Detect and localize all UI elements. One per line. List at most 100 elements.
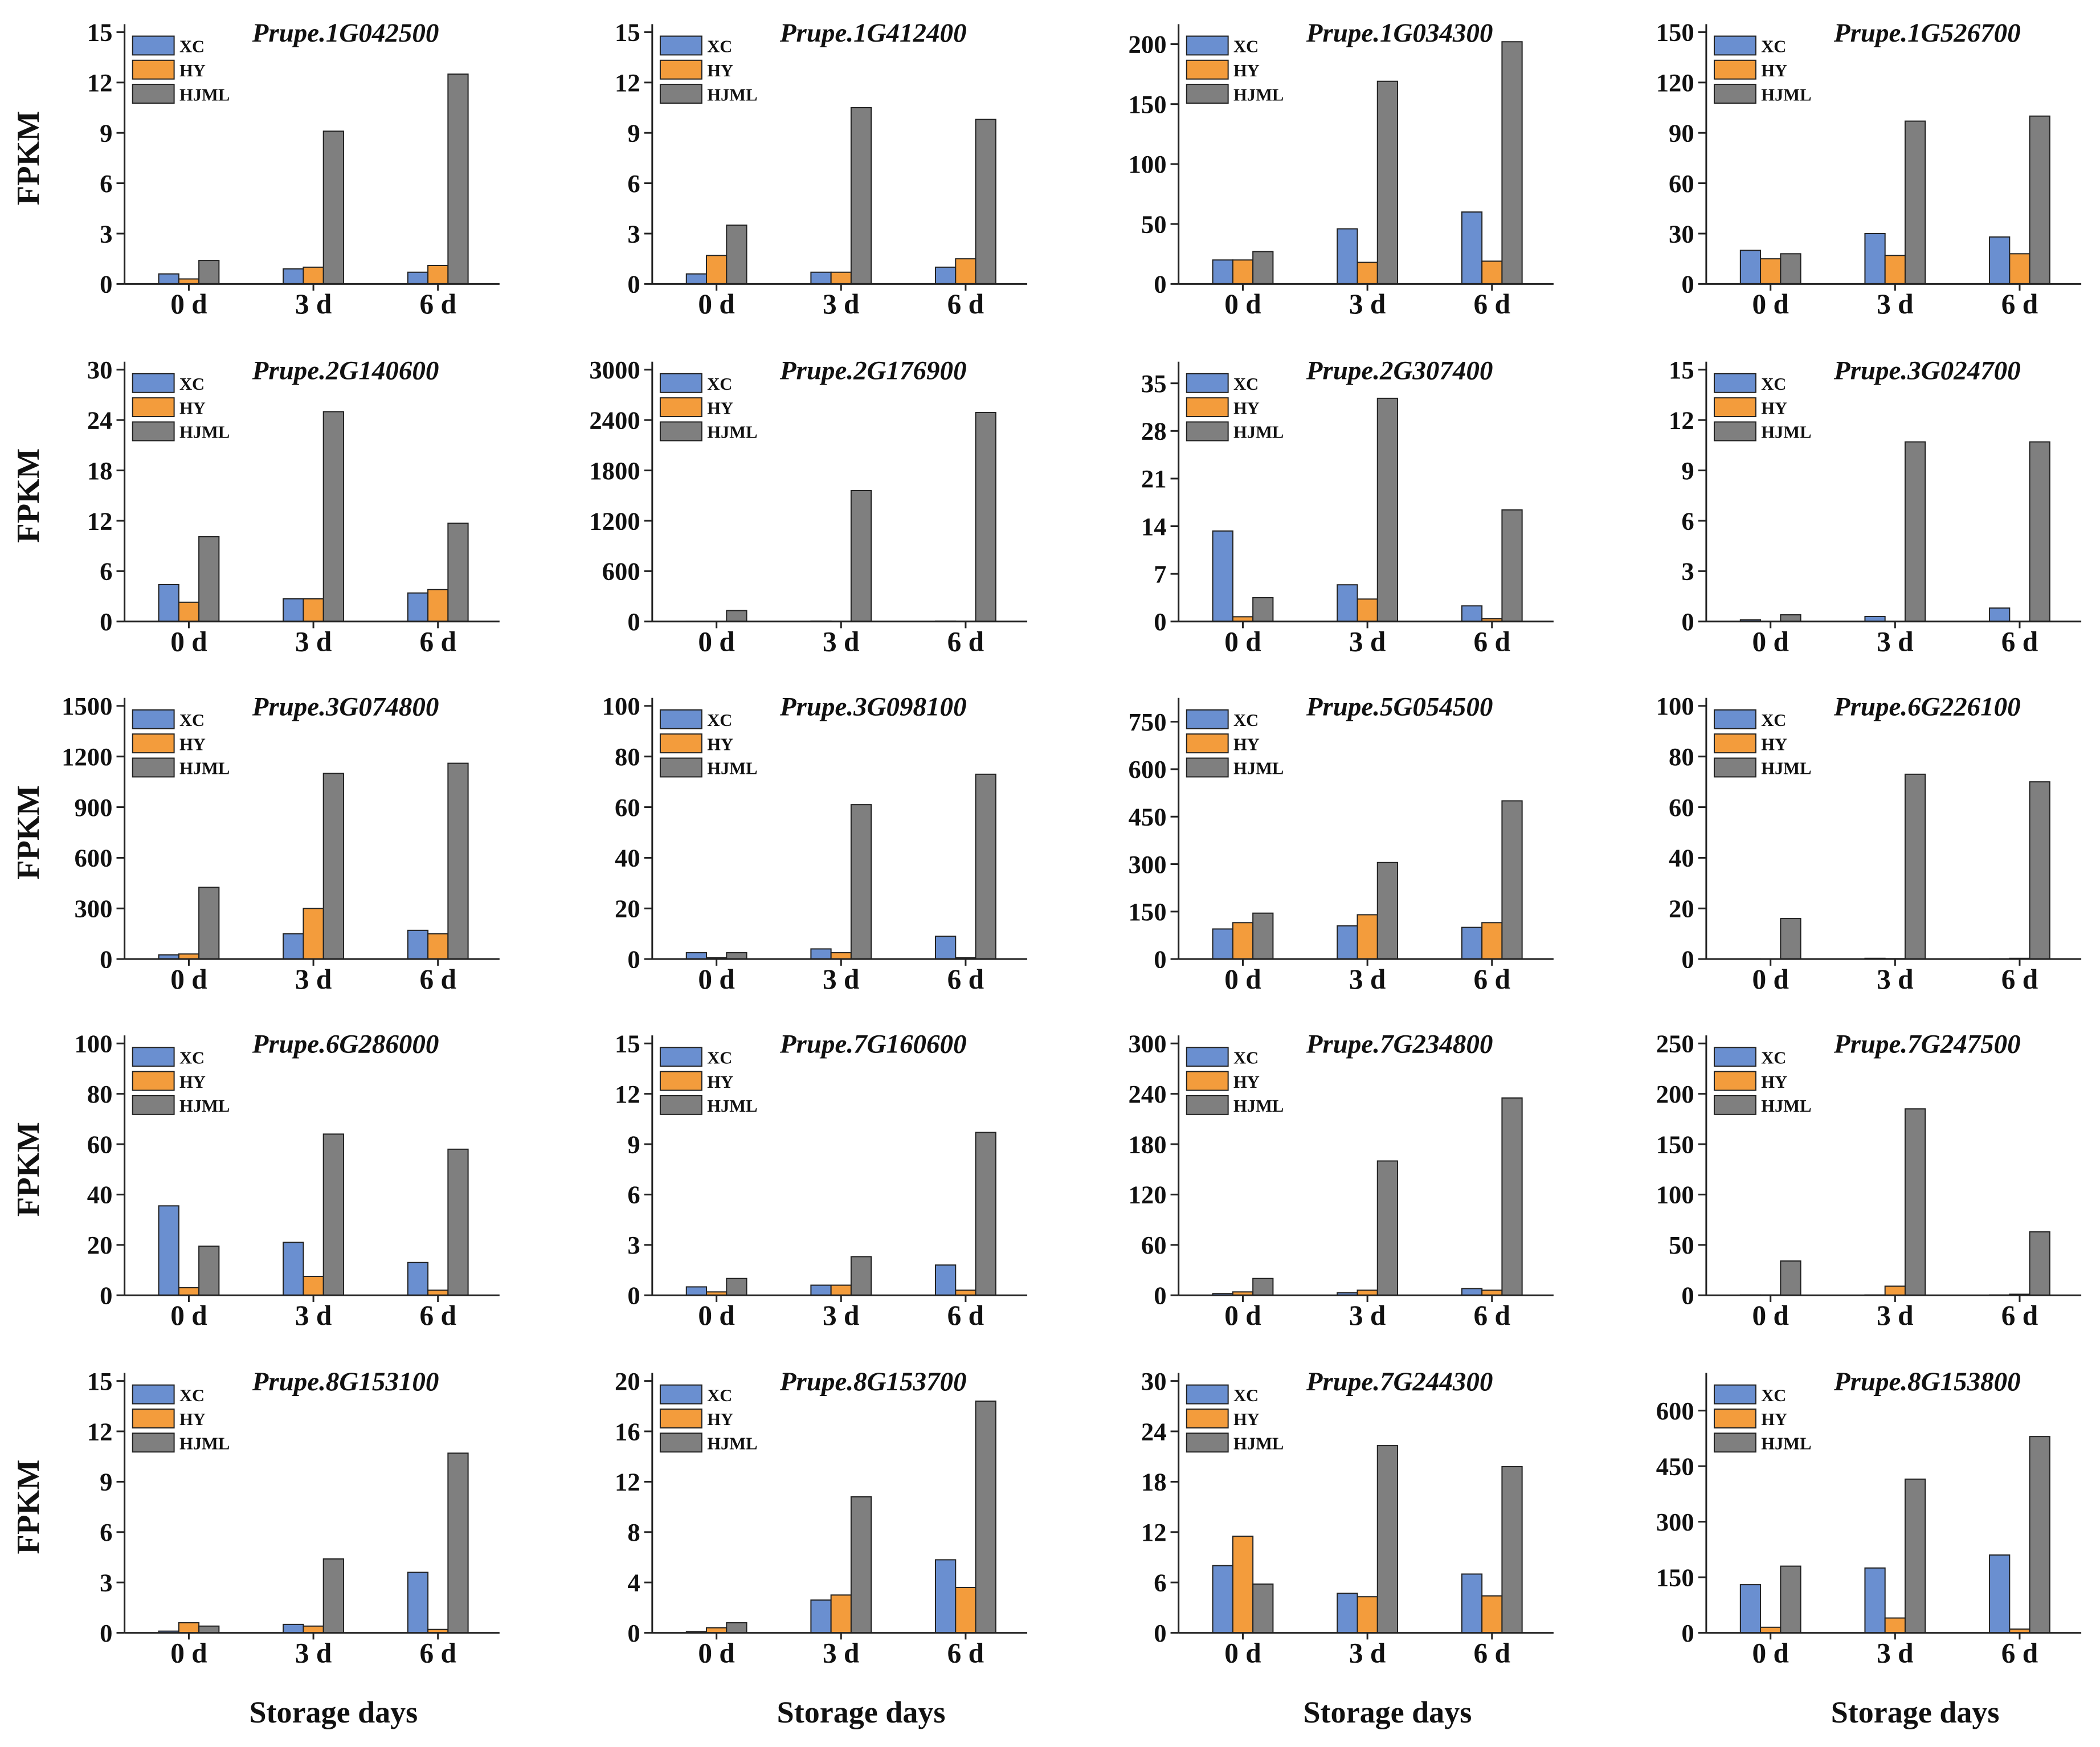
bar-xc xyxy=(1337,228,1358,285)
y-tick-label: 12 xyxy=(615,1080,640,1108)
x-tick-label: 6 d xyxy=(2001,964,2038,995)
bar-hjml xyxy=(1376,397,1399,622)
legend-swatch-hjml xyxy=(1713,1095,1756,1115)
chart-panel: 0 4 8 12 16 20 0 d 3 d 6 d Prupe.8G153700 XC HY HJML xyxy=(615,1367,1028,1668)
y-tick-label: 15 xyxy=(87,18,113,47)
x-axis-title: Storage days xyxy=(1831,1695,2000,1729)
y-tick-label: 0 xyxy=(1681,945,1694,973)
bar-xc xyxy=(685,952,708,960)
bar-hjml xyxy=(447,523,469,622)
legend-label: HJML xyxy=(1233,423,1284,442)
bar-xc xyxy=(1739,250,1762,285)
legend-swatch-hjml xyxy=(132,84,175,104)
y-tick-label: 2400 xyxy=(589,406,640,434)
legend-swatch-xc xyxy=(1186,1384,1229,1405)
legend-swatch-xc xyxy=(1186,373,1229,393)
legend-swatch-xc xyxy=(1713,35,1756,56)
bar-hjml xyxy=(447,1452,469,1634)
legend-swatch-xc xyxy=(1186,35,1229,56)
legend-swatch-xc xyxy=(659,709,702,729)
x-tick-label: 6 d xyxy=(419,1300,456,1331)
legend-swatch-hjml xyxy=(659,1432,702,1453)
legend-label: HJML xyxy=(179,1434,230,1454)
x-tick-label: 0 d xyxy=(698,626,734,657)
x-tick-label: 6 d xyxy=(419,964,456,995)
y-tick-label: 30 xyxy=(1669,219,1694,248)
bar-hjml xyxy=(850,804,872,960)
y-tick-label: 200 xyxy=(1129,30,1167,59)
y-tick-label: 3 xyxy=(1681,557,1694,586)
bar-hy xyxy=(1357,262,1378,285)
bar-hy xyxy=(1884,255,1906,285)
legend-label: HY xyxy=(707,61,733,80)
chart-panel: 0 300 600 900 1200 1500 0 d 3 d 6 d Prupe.3G07480… xyxy=(62,692,500,995)
bar-hjml xyxy=(2029,441,2050,622)
legend-label: HY xyxy=(179,1072,206,1092)
legend-swatch-xc xyxy=(132,35,175,56)
bar-hjml xyxy=(1904,441,1926,622)
bar-hjml xyxy=(1904,120,1926,285)
bar-xc xyxy=(1461,1288,1483,1296)
bar-xc xyxy=(1212,1565,1233,1634)
y-tick-label: 80 xyxy=(1669,742,1694,771)
legend-swatch-hy xyxy=(1713,397,1756,418)
x-tick-label: 6 d xyxy=(2001,1637,2038,1668)
y-tick-label: 100 xyxy=(1129,150,1167,178)
bar-hjml xyxy=(198,887,220,960)
y-tick-label: 3000 xyxy=(589,356,640,384)
y-tick-label: 0 xyxy=(1681,607,1694,636)
bar-hjml xyxy=(726,610,747,622)
legend-label: HY xyxy=(179,734,206,754)
bar-hy xyxy=(178,1287,200,1296)
legend-swatch-hjml xyxy=(1713,84,1756,104)
x-tick-label: 3 d xyxy=(823,964,859,995)
y-tick-label: 450 xyxy=(1129,803,1167,831)
legend-label: HJML xyxy=(179,423,230,442)
x-tick-label: 0 d xyxy=(1752,1637,1788,1668)
legend-swatch-xc xyxy=(1713,1047,1756,1067)
y-tick-label: 6 xyxy=(1154,1568,1166,1597)
chart-panel: 0 150 300 450 600 750 0 d 3 d 6 d Prupe.5G054500 X… xyxy=(1129,692,1554,995)
y-tick-label: 18 xyxy=(1141,1468,1167,1496)
x-tick-label: 6 d xyxy=(947,288,984,320)
legend-label: HY xyxy=(179,398,206,418)
legend-swatch-xc xyxy=(659,35,702,56)
bar-hjml xyxy=(447,762,469,960)
legend-label: HJML xyxy=(1233,1096,1284,1116)
legend-swatch-hjml xyxy=(1186,1095,1229,1115)
chart-panel: 0 150 300 450 600 0 d 3 d 6 d Prupe.8G153800 XC HY… xyxy=(1656,1367,2082,1668)
chart-panel: 0 6 12 18 24 30 0 d 3 d 6 d Prupe.7G244300 XC HY HJM… xyxy=(1141,1367,1554,1668)
legend-label: HJML xyxy=(1761,85,1811,104)
bar-hy xyxy=(1481,922,1503,960)
legend-swatch-hy xyxy=(659,59,702,80)
chart-title: Prupe.2G307400 xyxy=(1306,356,1493,385)
bar-xc xyxy=(1461,211,1483,285)
bar-hy xyxy=(427,264,449,285)
chart-title: Prupe.1G412400 xyxy=(779,18,967,48)
bar-xc xyxy=(1212,530,1233,622)
y-tick-label: 300 xyxy=(74,895,112,923)
bar-hjml xyxy=(1780,614,1801,622)
bar-hy xyxy=(955,258,977,285)
chart-panel: 0 50 100 150 200 0 d 3 d 6 d Prupe.1G034300 XC HY H… xyxy=(1129,18,1554,320)
bar-hjml xyxy=(198,536,220,622)
x-tick-label: 0 d xyxy=(1224,1300,1261,1331)
x-tick-label: 3 d xyxy=(1877,1637,1913,1668)
legend-label: XC xyxy=(179,1386,205,1405)
legend-swatch-xc xyxy=(132,1384,175,1405)
y-tick-label: 12 xyxy=(615,68,640,97)
bar-xc xyxy=(158,583,179,622)
bar-hy xyxy=(2009,253,2030,285)
legend-swatch-hy xyxy=(1186,59,1229,80)
bar-xc xyxy=(935,936,957,960)
bar-hy xyxy=(1357,914,1378,960)
y-tick-label: 300 xyxy=(1129,1030,1167,1058)
x-tick-label: 0 d xyxy=(170,626,207,657)
x-tick-label: 6 d xyxy=(2001,288,2038,320)
chart-title: Prupe.1G034300 xyxy=(1306,18,1493,48)
x-tick-label: 0 d xyxy=(1224,1637,1261,1668)
legend-label: HJML xyxy=(707,1096,757,1116)
y-tick-label: 0 xyxy=(627,270,640,299)
y-tick-label: 16 xyxy=(615,1417,640,1446)
bar-xc xyxy=(1212,259,1233,285)
